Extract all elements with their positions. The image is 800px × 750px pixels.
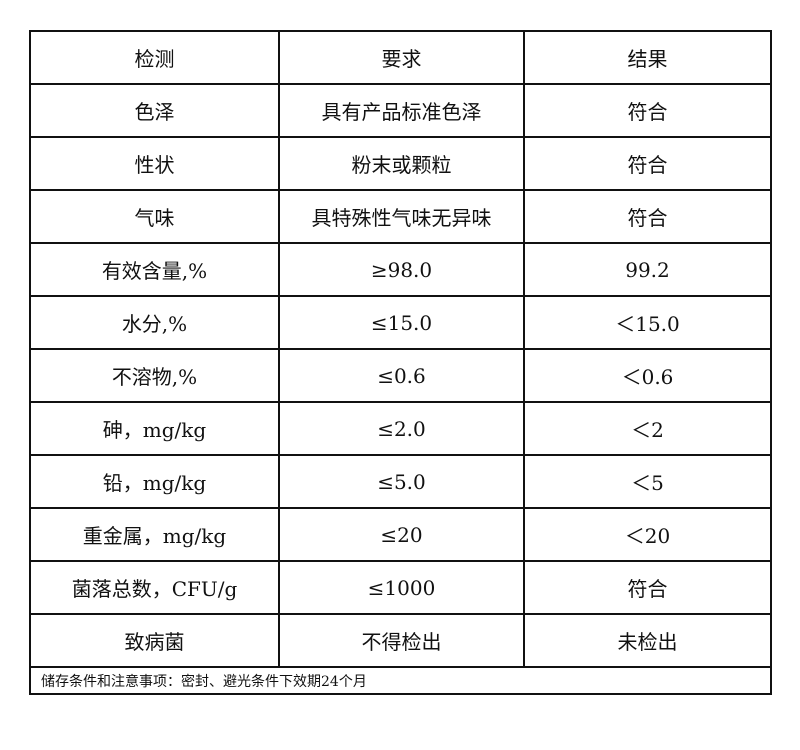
test-item-cell: 有效含量,%: [29, 242, 280, 297]
result-cell: 符合: [523, 189, 772, 244]
test-item-cell: 性状: [29, 136, 280, 191]
header-result: 结果: [523, 30, 772, 85]
requirement-cell: 不得检出: [278, 613, 525, 668]
table-row: 不溶物,% ≤0.6 ＜0.6: [29, 348, 772, 403]
requirement-cell: ≤0.6: [278, 348, 525, 403]
requirement-cell: 具有产品标准色泽: [278, 83, 525, 138]
test-item-cell: 色泽: [29, 83, 280, 138]
requirement-cell: ≤15.0: [278, 295, 525, 350]
table-row: 水分,% ≤15.0 ＜15.0: [29, 295, 772, 350]
result-cell: 99.2: [523, 242, 772, 297]
requirement-cell: ≤5.0: [278, 454, 525, 509]
header-row: 检测 要求 结果: [29, 30, 772, 85]
requirement-cell: ≤20: [278, 507, 525, 562]
header-requirement: 要求: [278, 30, 525, 85]
footer-row: 储存条件和注意事项：密封、避光条件下效期24个月: [29, 666, 772, 695]
test-item-cell: 菌落总数，CFU/g: [29, 560, 280, 615]
test-results-table: 检测 要求 结果 色泽 具有产品标准色泽 符合 性状 粉末或颗粒 符合 气味 具特殊性气味无异…: [29, 30, 772, 695]
requirement-cell: 粉末或颗粒: [278, 136, 525, 191]
result-cell: ＜15.0: [523, 295, 772, 350]
table-row: 致病菌 不得检出 未检出: [29, 613, 772, 668]
test-item-cell: 水分,%: [29, 295, 280, 350]
test-item-cell: 气味: [29, 189, 280, 244]
result-cell: 未检出: [523, 613, 772, 668]
storage-note: 储存条件和注意事项：密封、避光条件下效期24个月: [29, 666, 772, 695]
requirement-cell: 具特殊性气味无异味: [278, 189, 525, 244]
table-row: 性状 粉末或颗粒 符合: [29, 136, 772, 191]
table-row: 有效含量,% ≥98.0 99.2: [29, 242, 772, 297]
test-item-cell: 致病菌: [29, 613, 280, 668]
requirement-cell: ≤1000: [278, 560, 525, 615]
table-row: 菌落总数，CFU/g ≤1000 符合: [29, 560, 772, 615]
table-row: 铅，mg/kg ≤5.0 ＜5: [29, 454, 772, 509]
result-cell: ＜5: [523, 454, 772, 509]
table-row: 重金属，mg/kg ≤20 ＜20: [29, 507, 772, 562]
result-cell: ＜2: [523, 401, 772, 456]
test-item-cell: 砷，mg/kg: [29, 401, 280, 456]
result-cell: 符合: [523, 136, 772, 191]
test-item-cell: 铅，mg/kg: [29, 454, 280, 509]
test-item-cell: 重金属，mg/kg: [29, 507, 280, 562]
result-cell: ＜0.6: [523, 348, 772, 403]
table-row: 色泽 具有产品标准色泽 符合: [29, 83, 772, 138]
header-test: 检测: [29, 30, 280, 85]
table-row: 砷，mg/kg ≤2.0 ＜2: [29, 401, 772, 456]
requirement-cell: ≥98.0: [278, 242, 525, 297]
result-cell: ＜20: [523, 507, 772, 562]
requirement-cell: ≤2.0: [278, 401, 525, 456]
result-cell: 符合: [523, 560, 772, 615]
test-item-cell: 不溶物,%: [29, 348, 280, 403]
table-row: 气味 具特殊性气味无异味 符合: [29, 189, 772, 244]
result-cell: 符合: [523, 83, 772, 138]
